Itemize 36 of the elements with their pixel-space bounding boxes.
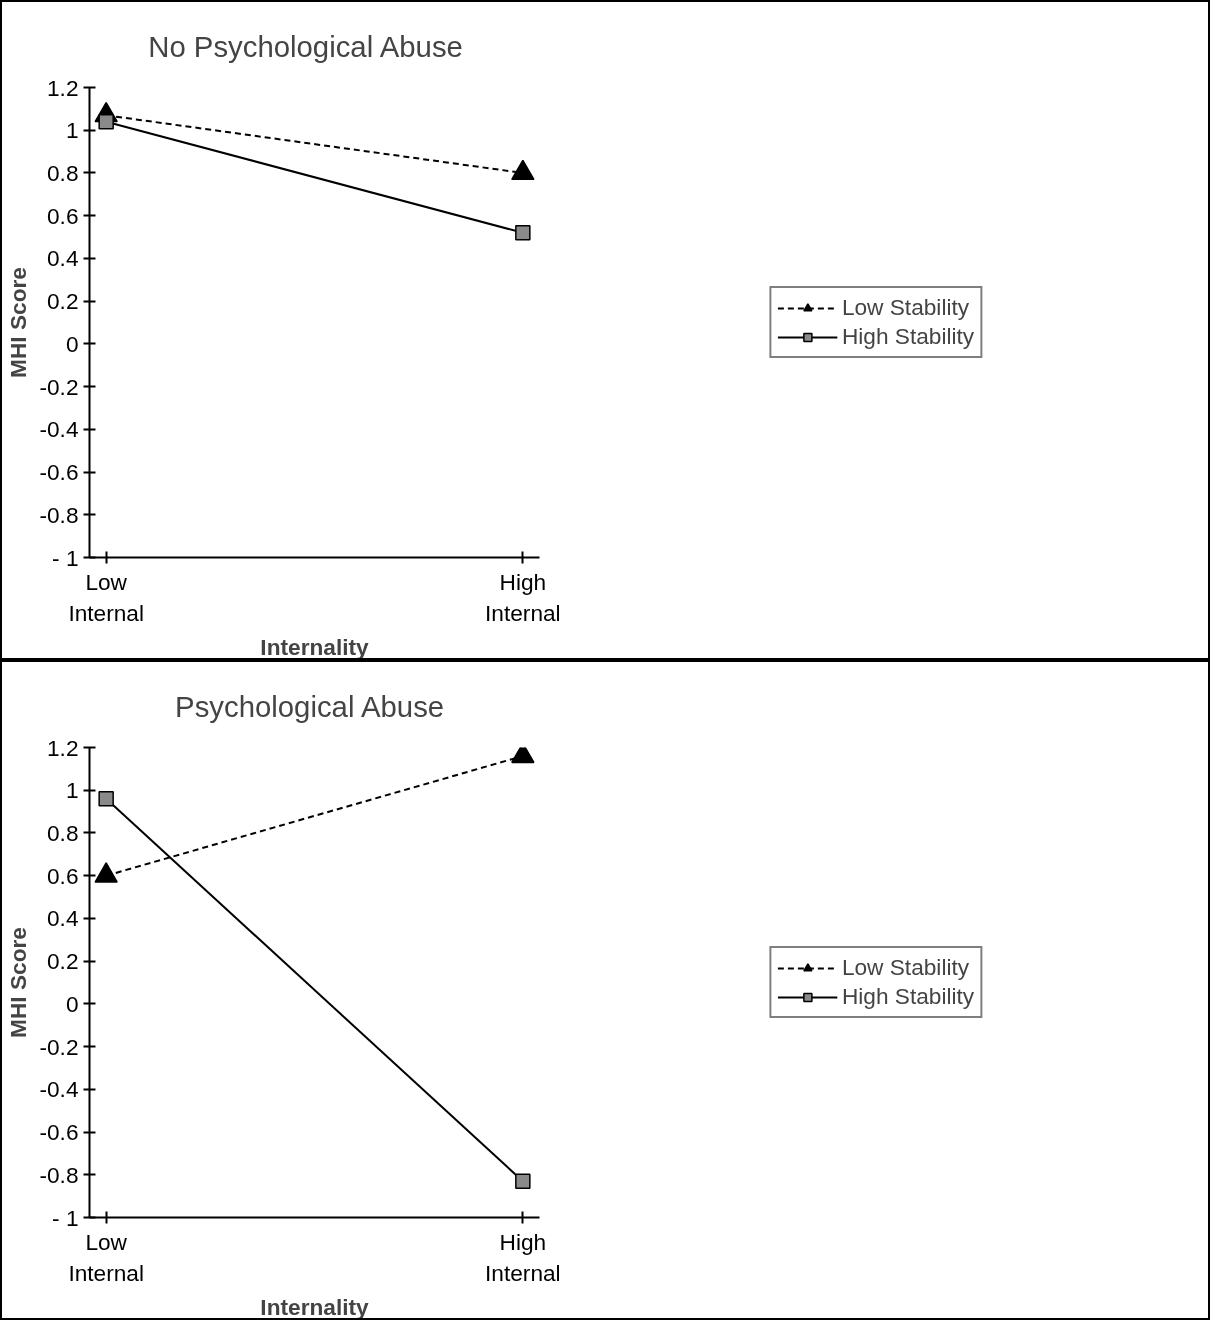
chart-title: No Psychological Abuse [148, 29, 463, 63]
y-tick-label: -0.2 [39, 1033, 79, 1060]
y-tick-label: - 1 [52, 544, 79, 571]
y-tick-label: -0.2 [39, 373, 79, 400]
y-tick-label: 0.8 [47, 159, 79, 186]
y-tick-label: 1.2 [47, 734, 79, 761]
y-tick-label: 1 [65, 117, 79, 144]
y-tick-label: -0.4 [39, 416, 79, 443]
y-tick-label: -0.8 [39, 501, 79, 528]
y-tick-label: -0.4 [39, 1076, 79, 1103]
y-tick-label: - 1 [52, 1204, 79, 1231]
legend-label: High Stability [841, 983, 975, 1010]
y-tick-label: 0.4 [47, 245, 79, 272]
y-tick-label: 0.2 [47, 948, 79, 975]
x-tick-label: Low Internal [68, 1228, 144, 1286]
x-tick-label: High Internal [485, 568, 561, 626]
y-axis-title: MHI Score [5, 927, 32, 1038]
y-tick-label: 0.4 [47, 905, 79, 932]
y-tick-label: -0.6 [39, 1119, 79, 1146]
y-tick-label: 0.6 [47, 862, 79, 889]
legend-label: High Stability [841, 323, 975, 350]
x-tick-label: Low Internal [68, 568, 144, 626]
y-tick-label: 1.2 [47, 74, 79, 101]
y-tick-label: 0.2 [47, 288, 79, 315]
y-tick-label: 0.8 [47, 819, 79, 846]
y-tick-label: 0 [65, 990, 79, 1017]
y-tick-label: -0.8 [39, 1161, 79, 1188]
legend-label: Low Stability [841, 954, 970, 981]
y-axis-title: MHI Score [5, 267, 32, 378]
y-tick-label: -0.6 [39, 459, 79, 486]
y-tick-label: 0.6 [47, 202, 79, 229]
y-tick-label: 1 [65, 777, 79, 804]
chart-title: Psychological Abuse [175, 689, 445, 723]
x-tick-label: High Internal [485, 1228, 561, 1286]
y-tick-label: 0 [65, 330, 79, 357]
legend-label: Low Stability [841, 294, 970, 321]
